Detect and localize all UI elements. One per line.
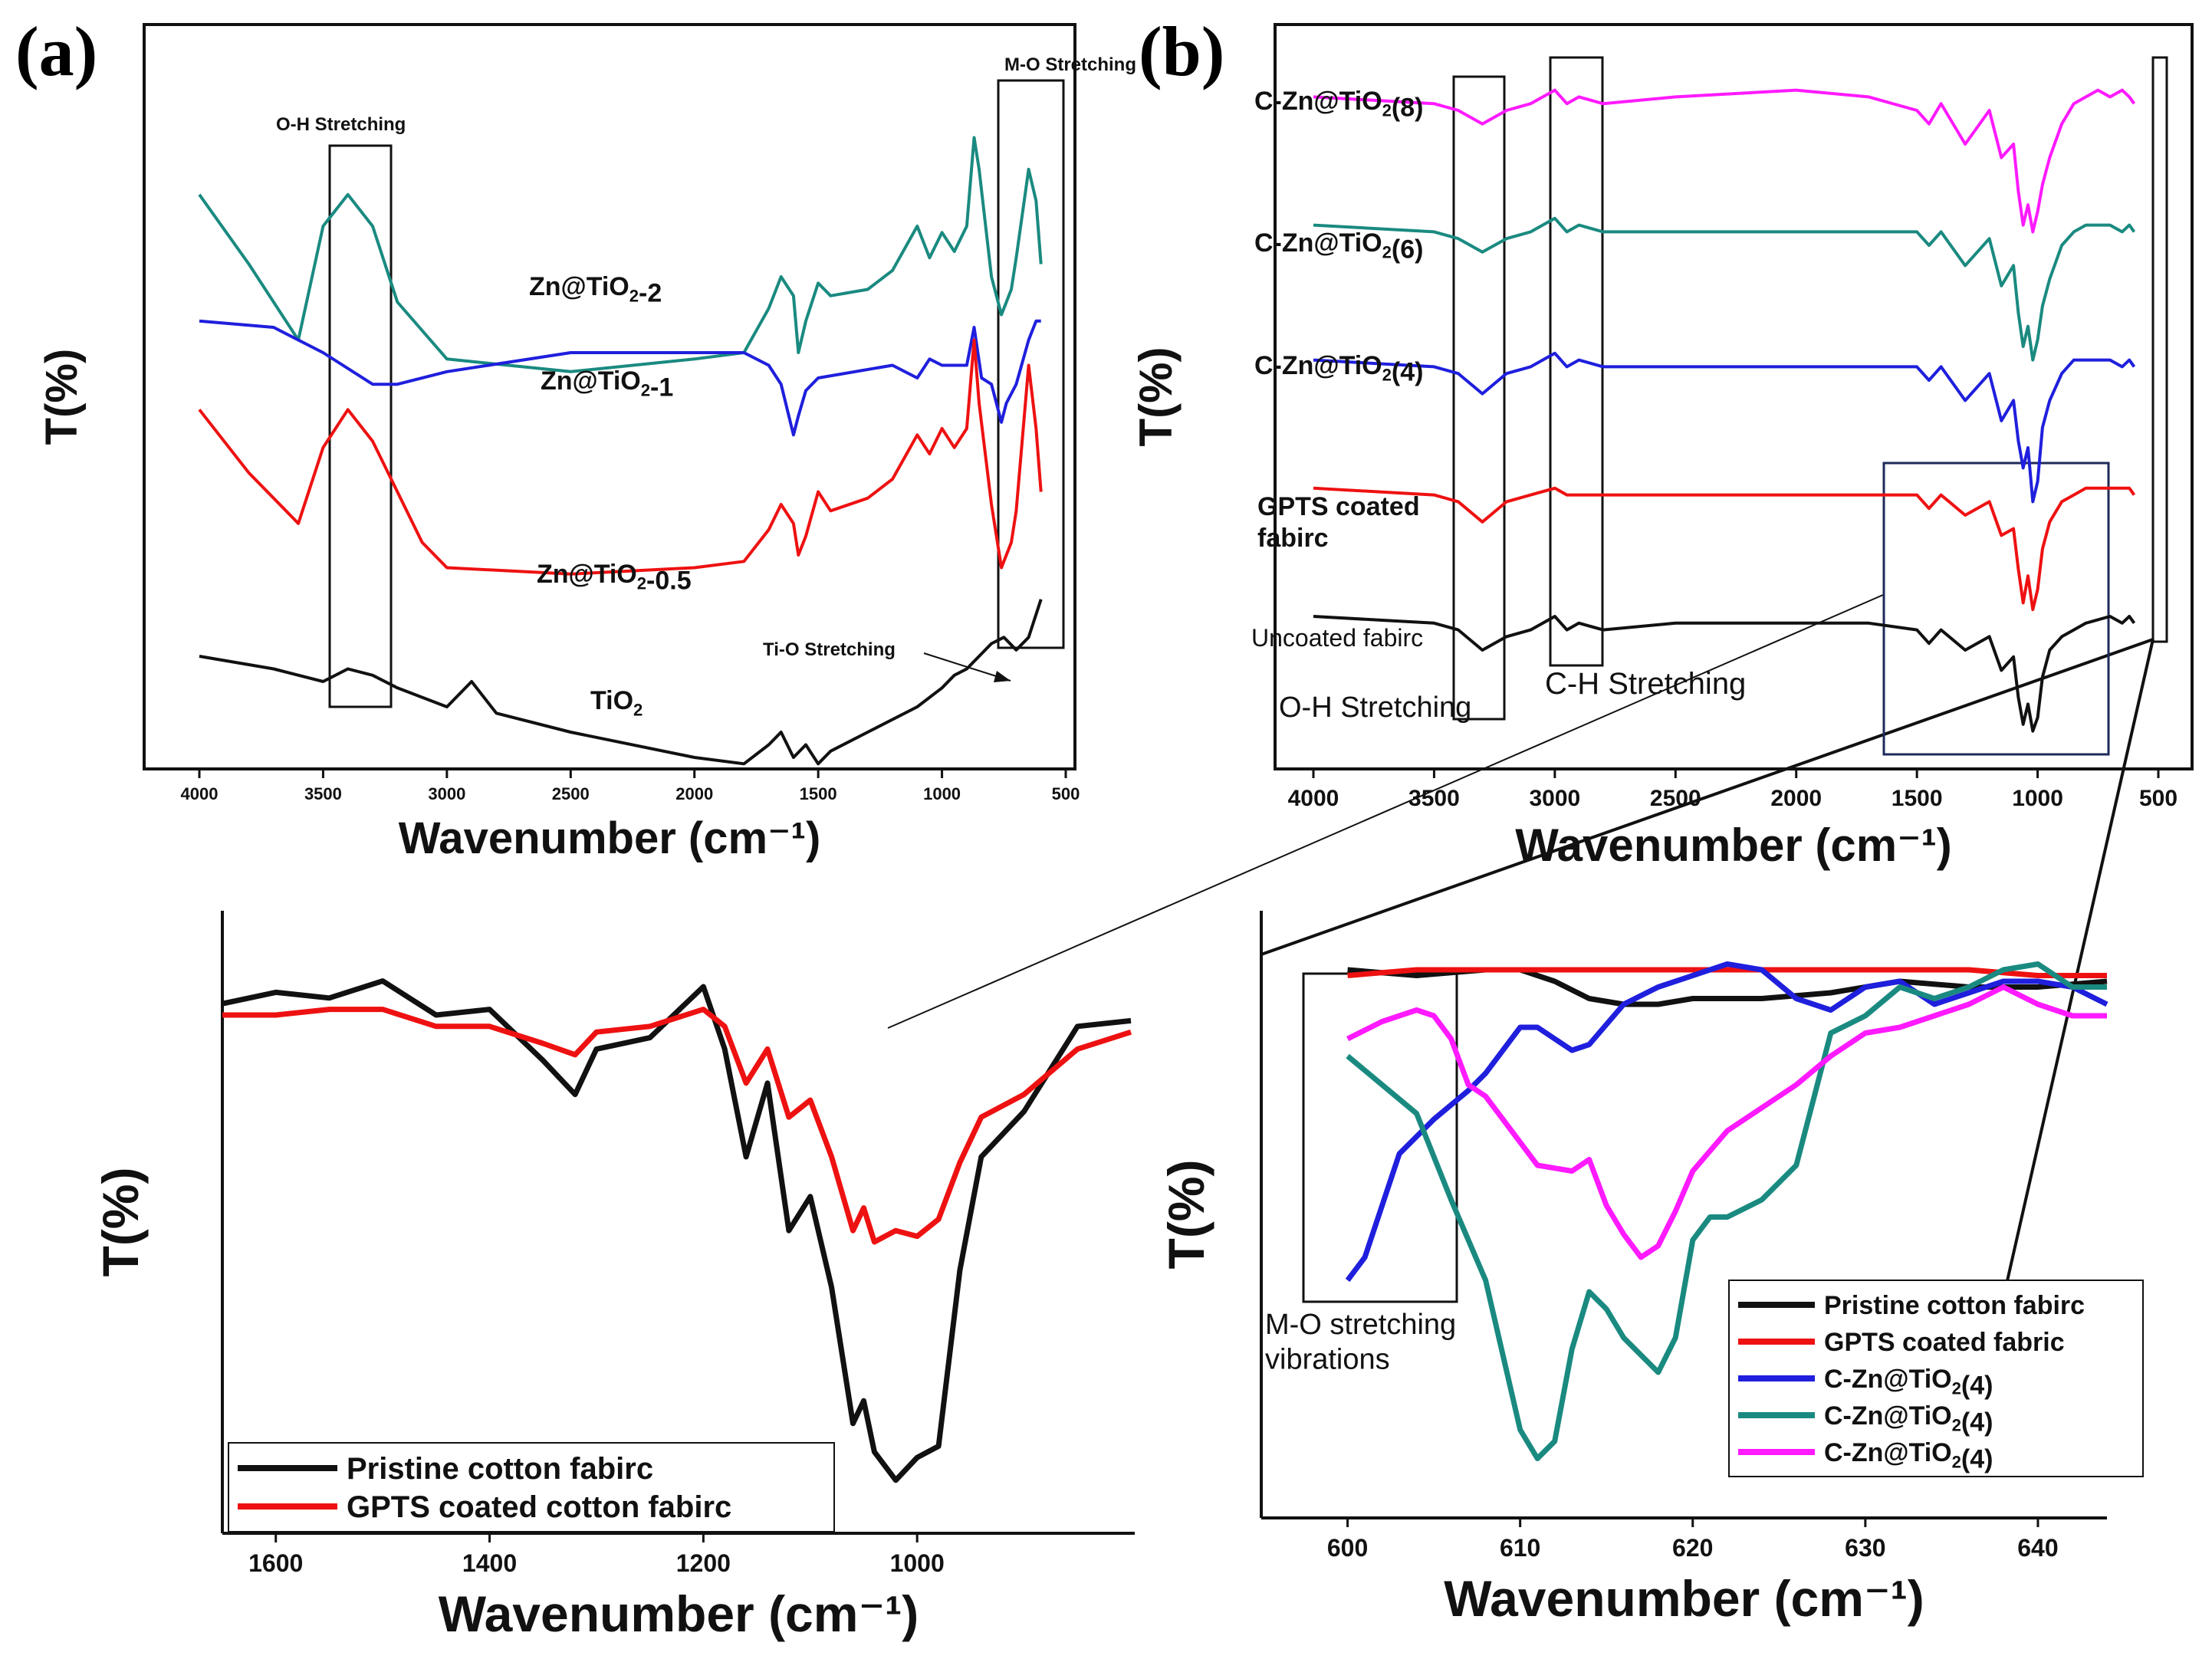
annotation-label: Ti-O Stretching	[763, 639, 896, 660]
panel-a: 4000 3500 3000 2500 2000 1500 1000 500 Wavenumbe…	[37, 23, 1136, 863]
series-line	[1347, 967, 2107, 978]
legend-label: C-Zn@TiO2(4)	[1824, 1365, 1993, 1401]
zoom-connector-line	[887, 594, 1884, 1029]
panel-letter-a: (a)	[15, 12, 97, 90]
series-line	[222, 1007, 1132, 1245]
x-tick-label: 1500	[800, 784, 837, 803]
x-tick-label: 2000	[1770, 786, 1822, 811]
plot-frame	[1274, 23, 2194, 770]
series-label: Zn@TiO2-0.5	[537, 560, 692, 596]
region-box-label: O-H Stretching	[1279, 692, 1471, 724]
series-line	[199, 599, 1043, 766]
series-line	[1313, 615, 2136, 733]
x-tick-label: 1000	[923, 784, 961, 803]
legend-label: C-Zn@TiO2(4)	[1824, 1401, 1993, 1437]
x-tick-label: 4000	[1288, 786, 1339, 811]
x-tick-label: 1500	[1892, 786, 1943, 811]
x-tick-label: 1200	[676, 1549, 731, 1577]
series-line	[1346, 961, 2107, 1461]
panel-c: 1600 1400 1200 1000 Wavenumber (cm⁻¹) T(%) Pri…	[92, 911, 1135, 1642]
region-box-label: vibrations	[1265, 1344, 1390, 1376]
y-axis-title: T(%)	[92, 1168, 149, 1277]
x-tick-label: 2000	[675, 784, 713, 803]
region-box-label: M-O Stretching	[1004, 54, 1136, 75]
region-box-label: O-H Stretching	[276, 114, 406, 135]
y-axis-title: T(%)	[37, 349, 87, 445]
region-box	[1549, 56, 1604, 667]
legend-label: GPTS coated fabric	[1824, 1328, 2065, 1357]
region-box-label: M-O stretching	[1265, 1309, 1456, 1341]
series-label: Uncoated fabirc	[1251, 624, 1423, 652]
x-tick-label: 3500	[304, 784, 342, 803]
x-tick-label: 1000	[890, 1549, 945, 1577]
legend	[228, 1442, 835, 1533]
x-tick-label: 500	[2139, 786, 2177, 811]
series-label: Zn@TiO2-1	[541, 366, 673, 402]
series-line	[199, 319, 1041, 437]
region-box-label: C-H Stretching	[1545, 667, 1746, 701]
series-line	[1345, 961, 2108, 1283]
series-label: C-Zn@TiO2(4)	[1254, 351, 1423, 387]
x-axis-title: Wavenumber (cm⁻¹)	[439, 1585, 919, 1642]
x-tick-label: 500	[1052, 784, 1080, 803]
x-tick-label: 600	[1327, 1534, 1368, 1562]
x-tick-label: 620	[1672, 1534, 1713, 1562]
x-tick-label: 1600	[248, 1549, 303, 1577]
x-tick-label: 2500	[552, 784, 590, 803]
panel-d: 600 610 620 630 640 Wavenumber (cm⁻¹) T(%) M-O …	[1158, 911, 2144, 1627]
series-label: C-Zn@TiO2(6)	[1254, 228, 1423, 264]
region-box	[1452, 75, 1506, 721]
legend-label: C-Zn@TiO2(4)	[1824, 1438, 1993, 1474]
zoom-connector-line	[2005, 639, 2154, 1285]
series-label: Zn@TiO2-2	[529, 272, 662, 308]
series-line	[198, 338, 1043, 576]
series-label: TiO2	[590, 686, 643, 720]
series-line	[1313, 351, 2136, 504]
x-tick-label: 1400	[462, 1549, 517, 1577]
x-tick-label: 3500	[1408, 786, 1460, 811]
region-box	[2151, 56, 2168, 643]
x-tick-label: 640	[2017, 1534, 2058, 1562]
x-tick-label: 610	[1500, 1534, 1540, 1562]
x-tick-label: 1000	[2012, 786, 2063, 811]
region-box	[1882, 462, 2110, 756]
y-axis-title: T(%)	[1158, 1160, 1214, 1270]
plot-frame	[143, 23, 1076, 770]
series-line	[1346, 984, 2107, 1260]
series-label: C-Zn@TiO2(8)	[1254, 87, 1423, 123]
panel-letter-b: (b)	[1139, 12, 1224, 90]
x-tick-label: 3000	[1529, 786, 1580, 811]
series-line	[1313, 88, 2136, 234]
x-axis-title: Wavenumber (cm⁻¹)	[399, 813, 821, 863]
x-axis-title: Wavenumber (cm⁻¹)	[1515, 820, 1952, 871]
series-label: GPTS coated	[1257, 492, 1420, 521]
x-tick-label: 4000	[181, 784, 219, 803]
series-line	[222, 978, 1132, 1483]
series-line	[198, 136, 1043, 373]
x-tick-label: 3000	[428, 784, 465, 803]
series-label: fabirc	[1257, 524, 1329, 553]
series-line	[1313, 486, 2136, 612]
annotation-arrowhead	[994, 671, 1011, 682]
x-axis-title: Wavenumber (cm⁻¹)	[1444, 1570, 1924, 1627]
series-line	[1313, 216, 2136, 362]
x-tick-label: 630	[1845, 1534, 1885, 1562]
legend-label: GPTS coated cotton fabirc	[347, 1490, 731, 1524]
legend-label: Pristine cotton fabirc	[347, 1452, 653, 1486]
zoom-connector-line	[1260, 638, 2154, 956]
x-tick-label: 2500	[1650, 786, 1701, 811]
panel-b: 4000 3500 3000 2500 2000 1500 1000 500 Wavenumbe…	[1130, 23, 2194, 871]
legend-label: Pristine cotton fabirc	[1824, 1291, 2085, 1320]
y-axis-title: T(%)	[1130, 347, 1182, 447]
region-box	[328, 144, 393, 708]
region-box	[997, 79, 1065, 649]
